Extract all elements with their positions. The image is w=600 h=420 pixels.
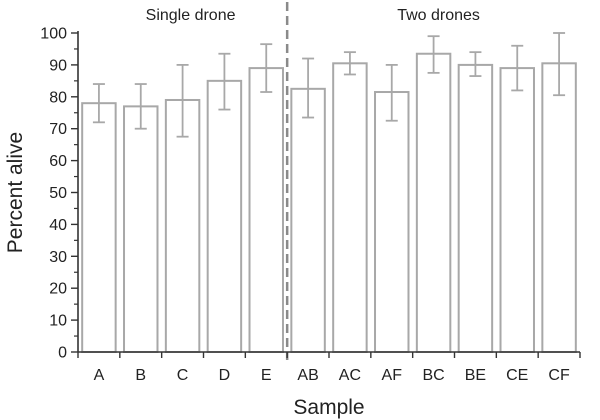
error-bar-ac bbox=[343, 51, 356, 76]
x-tick-label-bc: BC bbox=[422, 367, 444, 384]
x-tick-label-ce: CE bbox=[506, 367, 528, 384]
y-axis-title: Percent alive bbox=[4, 132, 27, 253]
error-bar-a bbox=[92, 83, 105, 124]
bar-bc bbox=[415, 52, 452, 354]
bar-af bbox=[374, 91, 410, 353]
y-tick-label: 50 bbox=[49, 185, 67, 202]
x-axis-title: Sample bbox=[293, 396, 364, 419]
x-tick-label-c: C bbox=[177, 367, 189, 384]
x-tick-label-b: B bbox=[135, 367, 146, 384]
y-tick-label: 10 bbox=[49, 313, 67, 330]
y-tick-label: 20 bbox=[49, 281, 67, 298]
bar-ab bbox=[290, 87, 326, 353]
y-tick-label: 70 bbox=[49, 121, 67, 138]
bar-ac bbox=[332, 62, 368, 354]
y-tick-label: 60 bbox=[49, 153, 67, 170]
error-bar-cf bbox=[553, 32, 566, 97]
y-tick-label: 30 bbox=[49, 249, 67, 266]
x-tick-label-a: A bbox=[94, 367, 105, 384]
error-bar-be bbox=[469, 51, 482, 77]
bar-ce bbox=[499, 67, 535, 353]
error-bar-b bbox=[134, 83, 147, 130]
y-tick-label: 100 bbox=[40, 26, 67, 43]
error-bars-layer bbox=[92, 32, 566, 138]
x-tick-label-d: D bbox=[219, 367, 231, 384]
axes-layer bbox=[71, 31, 581, 358]
y-tick-label: 90 bbox=[49, 57, 67, 74]
error-bar-c bbox=[176, 64, 189, 138]
bar-a bbox=[81, 102, 117, 354]
error-bar-ab bbox=[302, 57, 315, 119]
y-tick-label: 40 bbox=[49, 217, 67, 234]
error-bar-d bbox=[218, 52, 231, 111]
y-tick-label: 80 bbox=[49, 89, 67, 106]
error-bar-e bbox=[260, 43, 273, 93]
error-bar-bc bbox=[427, 35, 440, 74]
group-label-two-drones: Two drones bbox=[397, 7, 480, 24]
bar-e bbox=[248, 67, 284, 353]
bar-d bbox=[206, 79, 243, 353]
x-tick-label-af: AF bbox=[382, 367, 403, 384]
x-tick-label-cf: CF bbox=[548, 367, 570, 384]
x-tick-label-ab: AB bbox=[297, 367, 318, 384]
x-tick-label-ac: AC bbox=[339, 367, 361, 384]
bar-be bbox=[457, 63, 494, 354]
x-tick-label-e: E bbox=[261, 367, 272, 384]
bar-c bbox=[164, 98, 201, 353]
bar-b bbox=[123, 105, 159, 354]
error-bar-ce bbox=[511, 44, 524, 92]
bar-cf bbox=[541, 62, 577, 354]
group-label-single-drone: Single drone bbox=[146, 7, 236, 24]
bars-layer bbox=[81, 52, 577, 354]
error-bar-af bbox=[385, 64, 398, 122]
y-tick-label: 0 bbox=[58, 345, 67, 362]
x-tick-label-be: BE bbox=[465, 367, 486, 384]
